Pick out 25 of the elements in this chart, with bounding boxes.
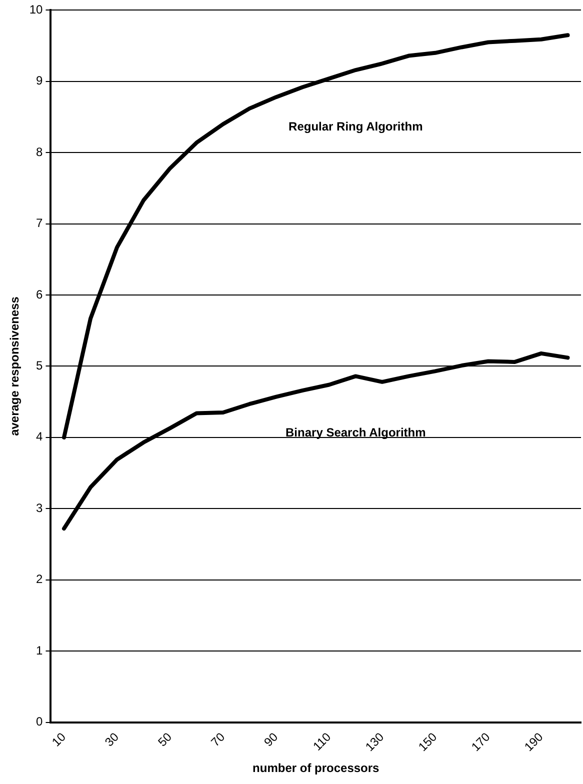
x-tick-label: 170 <box>468 730 493 754</box>
x-tick-label: 110 <box>310 730 334 754</box>
y-tick-label: 6 <box>36 287 44 302</box>
x-tick-label: 130 <box>362 730 387 754</box>
y-tick-label: 1 <box>36 643 44 658</box>
y-tick-label: 0 <box>36 714 44 729</box>
y-tick-label: 5 <box>36 358 44 373</box>
x-tick-label: 190 <box>522 730 546 754</box>
y-tick-label: 3 <box>36 500 44 515</box>
text: Binary Search Algorithm <box>286 426 426 440</box>
y-axis-title: average responsiveness <box>8 296 22 436</box>
y-tick-label: 4 <box>36 430 44 444</box>
x-tick-label: 90 <box>261 730 281 750</box>
text: Regular Ring Algorithm <box>288 119 423 134</box>
y-tick-label: 9 <box>36 74 44 88</box>
y-tick-label: 8 <box>36 144 44 159</box>
x-tick-label: 70 <box>208 730 228 750</box>
x-tick-label: 30 <box>102 730 122 750</box>
x-tick-label: 10 <box>49 730 69 750</box>
y-tick-label: 2 <box>36 572 44 586</box>
x-tick-label: 50 <box>155 730 175 750</box>
x-axis-title: number of processors <box>252 761 380 776</box>
y-tick-label: 7 <box>36 216 44 230</box>
y-tick-label: 10 <box>29 2 44 17</box>
x-tick-label: 150 <box>416 730 440 754</box>
